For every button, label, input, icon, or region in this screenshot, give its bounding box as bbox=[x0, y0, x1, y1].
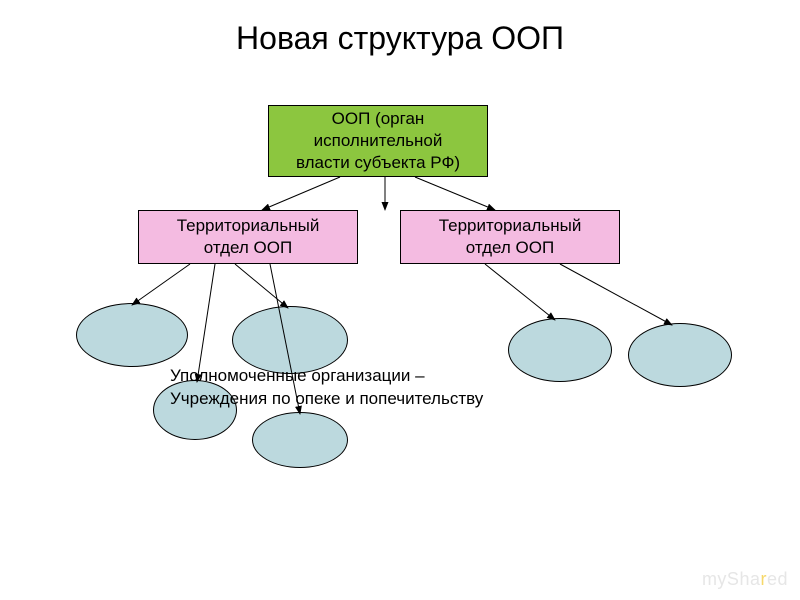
ellipse-node bbox=[628, 323, 732, 387]
watermark-tail: ed bbox=[767, 569, 788, 589]
ellipse-node bbox=[76, 303, 188, 367]
node-left-label: Территориальныйотдел ООП bbox=[177, 215, 320, 259]
arrows-layer bbox=[0, 0, 800, 600]
caption-text: Уполномоченные организации –Учреждения п… bbox=[170, 365, 483, 411]
slide-title: Новая структура ООП bbox=[0, 20, 800, 57]
node-right: Территориальныйотдел ООП bbox=[400, 210, 620, 264]
node-right-label: Территориальныйотдел ООП bbox=[439, 215, 582, 259]
ellipse-node bbox=[232, 306, 348, 374]
node-root-label: ООП (органисполнительнойвласти субъекта … bbox=[296, 108, 460, 174]
node-left: Территориальныйотдел ООП bbox=[138, 210, 358, 264]
ellipse-node bbox=[252, 412, 348, 468]
watermark-plain: mySha bbox=[702, 569, 761, 589]
watermark: myShared bbox=[702, 569, 788, 590]
ellipse-node bbox=[508, 318, 612, 382]
node-root: ООП (органисполнительнойвласти субъекта … bbox=[268, 105, 488, 177]
